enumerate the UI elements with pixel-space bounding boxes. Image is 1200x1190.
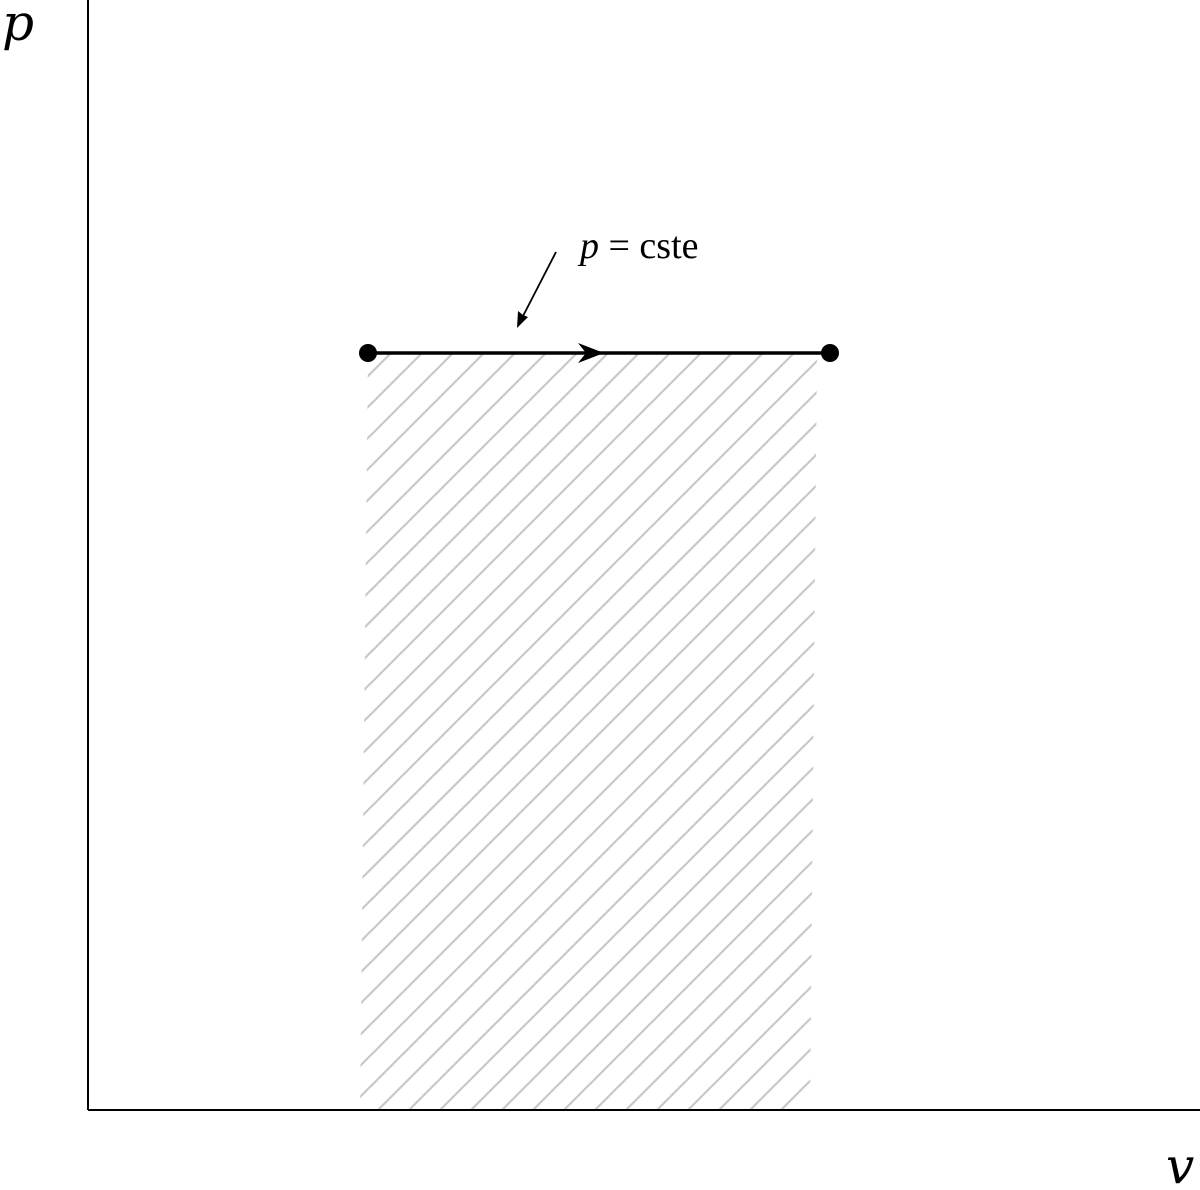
annotation-pointer: [521, 251, 557, 319]
end-point: [821, 344, 839, 362]
isobaric-label: p = cste: [577, 225, 699, 267]
x-axis-label: v: [1166, 1137, 1194, 1190]
annotation-arrowhead-icon: [517, 311, 528, 328]
start-point: [359, 344, 377, 362]
direction-arrow-icon: [578, 343, 604, 363]
work-area-hatch: [360, 353, 817, 1110]
y-axis-label: p: [2, 0, 34, 52]
